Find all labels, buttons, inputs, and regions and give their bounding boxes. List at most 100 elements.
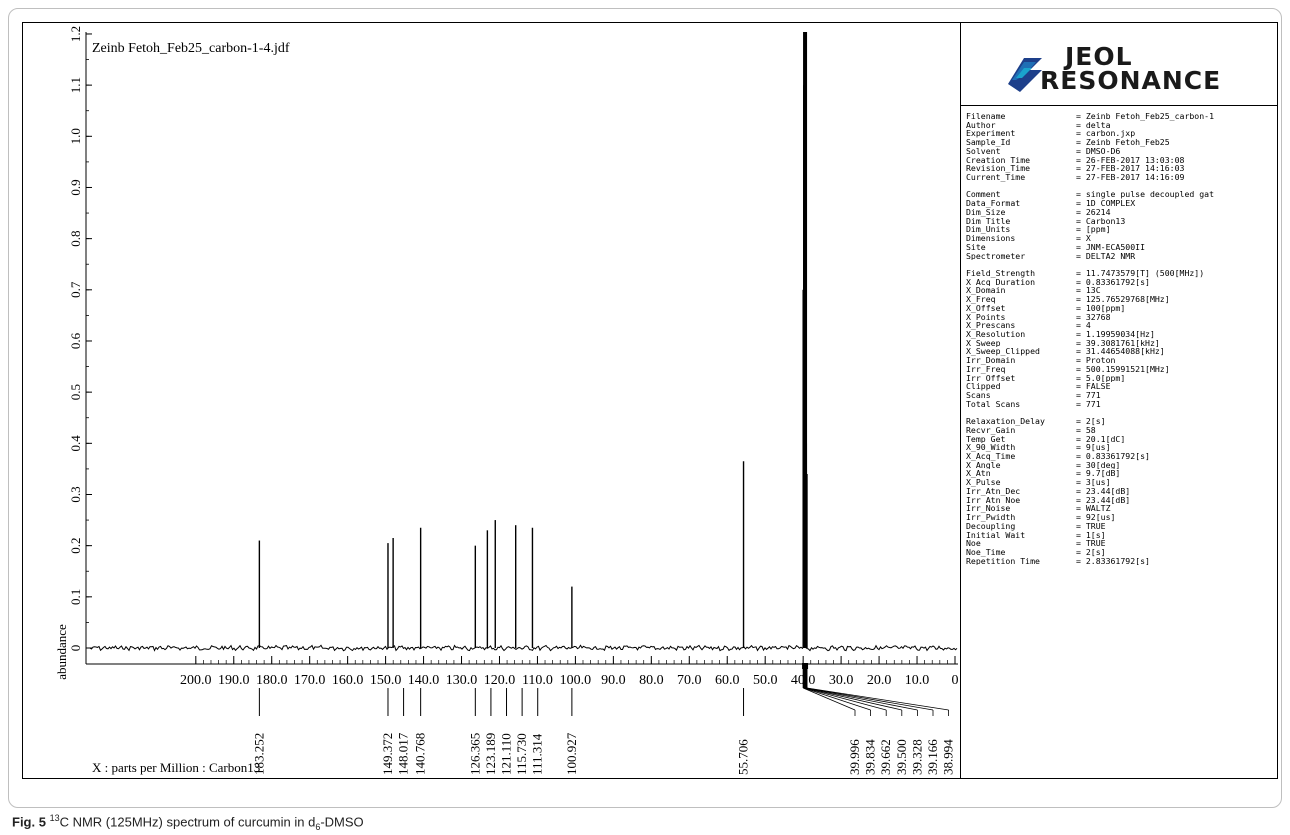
- parameter-value: = 100[ppm]: [1076, 303, 1126, 313]
- parameter-value: = 39.3081761[kHz]: [1076, 338, 1160, 348]
- parameter-value: = Zeinb Fetoh_Feb25: [1076, 138, 1170, 147]
- parameter-row: Sample_Id = Zeinb Fetoh_Feb25: [966, 138, 1276, 147]
- parameter-value: = 30[deg]: [1076, 460, 1121, 470]
- parameter-key: Site: [966, 242, 986, 252]
- parameter-value: = 0.83361792[s]: [1076, 452, 1150, 461]
- parameter-key: Solvent: [966, 146, 1001, 156]
- parameter-key: Temp_Get: [966, 434, 1006, 444]
- parameter-row: Filename = Zeinb Fetoh_Feb25_carbon-1: [966, 112, 1276, 121]
- logo-text-line2: RESONANCE: [1040, 66, 1222, 95]
- peak-label: 183.252: [251, 733, 266, 775]
- parameter-value: = JNM-ECA500II: [1076, 242, 1146, 252]
- parameter-value: = 11.7473579[T] (500[MHz]): [1076, 268, 1205, 278]
- parameter-row: Current_Time = 27-FEB-2017 14:16:09: [966, 173, 1276, 182]
- parameter-key: Filename: [966, 112, 1006, 121]
- parameter-row: Initial_Wait = 1[s]: [966, 531, 1276, 540]
- parameter-value: = 26-FEB-2017 13:03:08: [1076, 155, 1185, 165]
- parameter-key: Dim_Title: [966, 216, 1011, 226]
- parameter-row: X_Atn = 9.7[dB]: [966, 469, 1276, 478]
- x-tick-label: 50.0: [753, 673, 778, 688]
- x-tick-label: 160.0: [332, 673, 364, 688]
- parameter-row: X_Offset = 100[ppm]: [966, 304, 1276, 313]
- peak-leader: [804, 687, 902, 711]
- parameter-value: = 13C: [1076, 286, 1101, 296]
- parameters-panel: [960, 22, 1278, 779]
- y-tick-label: 0: [68, 645, 83, 652]
- parameter-row: Irr_Pwidth = 92[us]: [966, 513, 1276, 522]
- x-tick-label: 20.0: [867, 673, 892, 688]
- peak-label: 55.706: [736, 739, 751, 775]
- x-axis-label: X : parts per Million : Carbon13: [92, 760, 260, 775]
- parameter-row: Relaxation_Delay = 2[s]: [966, 417, 1276, 426]
- parameter-key: Dim_Size: [966, 207, 1006, 217]
- parameter-key: Irr_Offset: [966, 373, 1016, 383]
- y-tick-label: 0.9: [68, 179, 83, 195]
- parameter-value: = 26214: [1076, 207, 1111, 217]
- x-tick-label: 60.0: [715, 673, 740, 688]
- parameter-row: Total_Scans = 771: [966, 400, 1276, 409]
- parameter-row: Irr_Offset = 5.0[ppm]: [966, 374, 1276, 383]
- parameter-key: X_Prescans: [966, 321, 1016, 330]
- y-tick-label: 1.2: [68, 26, 83, 42]
- parameter-value: = delta: [1076, 120, 1111, 130]
- y-tick-label: 0.4: [68, 435, 83, 452]
- parameter-value: = 500.15991521[MHz]: [1076, 364, 1170, 374]
- parameter-key: Irr_Atn_Noe: [966, 495, 1021, 505]
- parameter-value: = 27-FEB-2017 14:16:09: [1076, 173, 1185, 182]
- parameters-list: Filename = Zeinb Fetoh_Feb25_carbon-1 Auth…: [966, 112, 1276, 565]
- logo-text-line1: JEOL: [1065, 42, 1133, 71]
- solvent-peak-cluster: [803, 32, 808, 648]
- parameter-row: Decoupling = TRUE: [966, 522, 1276, 531]
- parameter-value: = carbon.jxp: [1076, 129, 1136, 139]
- parameter-value: = 23.44[dB]: [1076, 486, 1131, 496]
- jeol-logo-icon: [1008, 58, 1042, 92]
- parameter-key: X_Resolution: [966, 329, 1026, 339]
- parameter-key: Dimensions: [966, 234, 1016, 243]
- parameter-row: Irr_Atn_Noe = 23.44[dB]: [966, 496, 1276, 505]
- parameter-row: Irr_Domain = Proton: [966, 356, 1276, 365]
- x-tick-label: 90.0: [601, 673, 626, 688]
- parameter-key: Noe_Time: [966, 547, 1006, 557]
- peak-label: 39.328: [909, 739, 924, 775]
- parameter-key: Recvr_Gain: [966, 425, 1016, 435]
- parameter-row: Experiment = carbon.jxp: [966, 129, 1276, 138]
- parameter-key: Irr_Freq: [966, 364, 1006, 374]
- parameter-value: = 2.83361792[s]: [1076, 556, 1150, 566]
- parameter-key: Dim_Units: [966, 225, 1011, 235]
- parameter-row: X_Points = 32768: [966, 313, 1276, 322]
- parameter-key: X_Acq_Time: [966, 452, 1016, 461]
- x-tick-label: 140.0: [408, 673, 440, 688]
- spectrum-baseline: [89, 644, 958, 652]
- parameter-row: Repetition_Time = 2.83361792[s]: [966, 557, 1276, 566]
- peak-label: 39.996: [847, 739, 862, 775]
- peak-label: 148.017: [396, 732, 411, 775]
- parameter-row: Author = delta: [966, 121, 1276, 130]
- parameter-row: Clipped = FALSE: [966, 382, 1276, 391]
- parameter-key: X_Pulse: [966, 478, 1001, 487]
- parameter-row: X_Angle = 30[deg]: [966, 461, 1276, 470]
- peak-label: 111.314: [530, 733, 545, 775]
- cluster-marker: [802, 663, 809, 669]
- parameter-row: X_Domain = 13C: [966, 286, 1276, 295]
- parameter-row: Solvent = DMSO-D6: [966, 147, 1276, 156]
- parameter-value: = 32768: [1076, 312, 1111, 322]
- parameter-key: Relaxation_Delay: [966, 417, 1045, 426]
- peak-label: 39.500: [894, 739, 909, 775]
- x-tick-label: 100.0: [560, 673, 592, 688]
- parameter-row: [966, 182, 1276, 191]
- parameter-row: Irr_Freq = 500.15991521[MHz]: [966, 365, 1276, 374]
- parameter-value: = 0.83361792[s]: [1076, 277, 1150, 287]
- y-tick-label: 0.1: [68, 589, 83, 605]
- caption-label: Fig. 5: [12, 814, 46, 830]
- caption-superscript: 13: [49, 813, 60, 823]
- x-tick-label: 150.0: [370, 673, 402, 688]
- parameter-value: = 9.7[dB]: [1076, 469, 1121, 479]
- parameter-key: Current_Time: [966, 173, 1026, 182]
- peak-label: 126.365: [467, 733, 482, 775]
- parameter-row: Comment = single pulse decoupled gat: [966, 190, 1276, 199]
- parameter-row: Revision_Time = 27-FEB-2017 14:16:03: [966, 164, 1276, 173]
- parameter-key: Creation_Time: [966, 155, 1031, 165]
- figure-frame: [8, 8, 1282, 808]
- peak-label: 100.927: [564, 732, 579, 775]
- parameter-value: = 23.44[dB]: [1076, 495, 1131, 505]
